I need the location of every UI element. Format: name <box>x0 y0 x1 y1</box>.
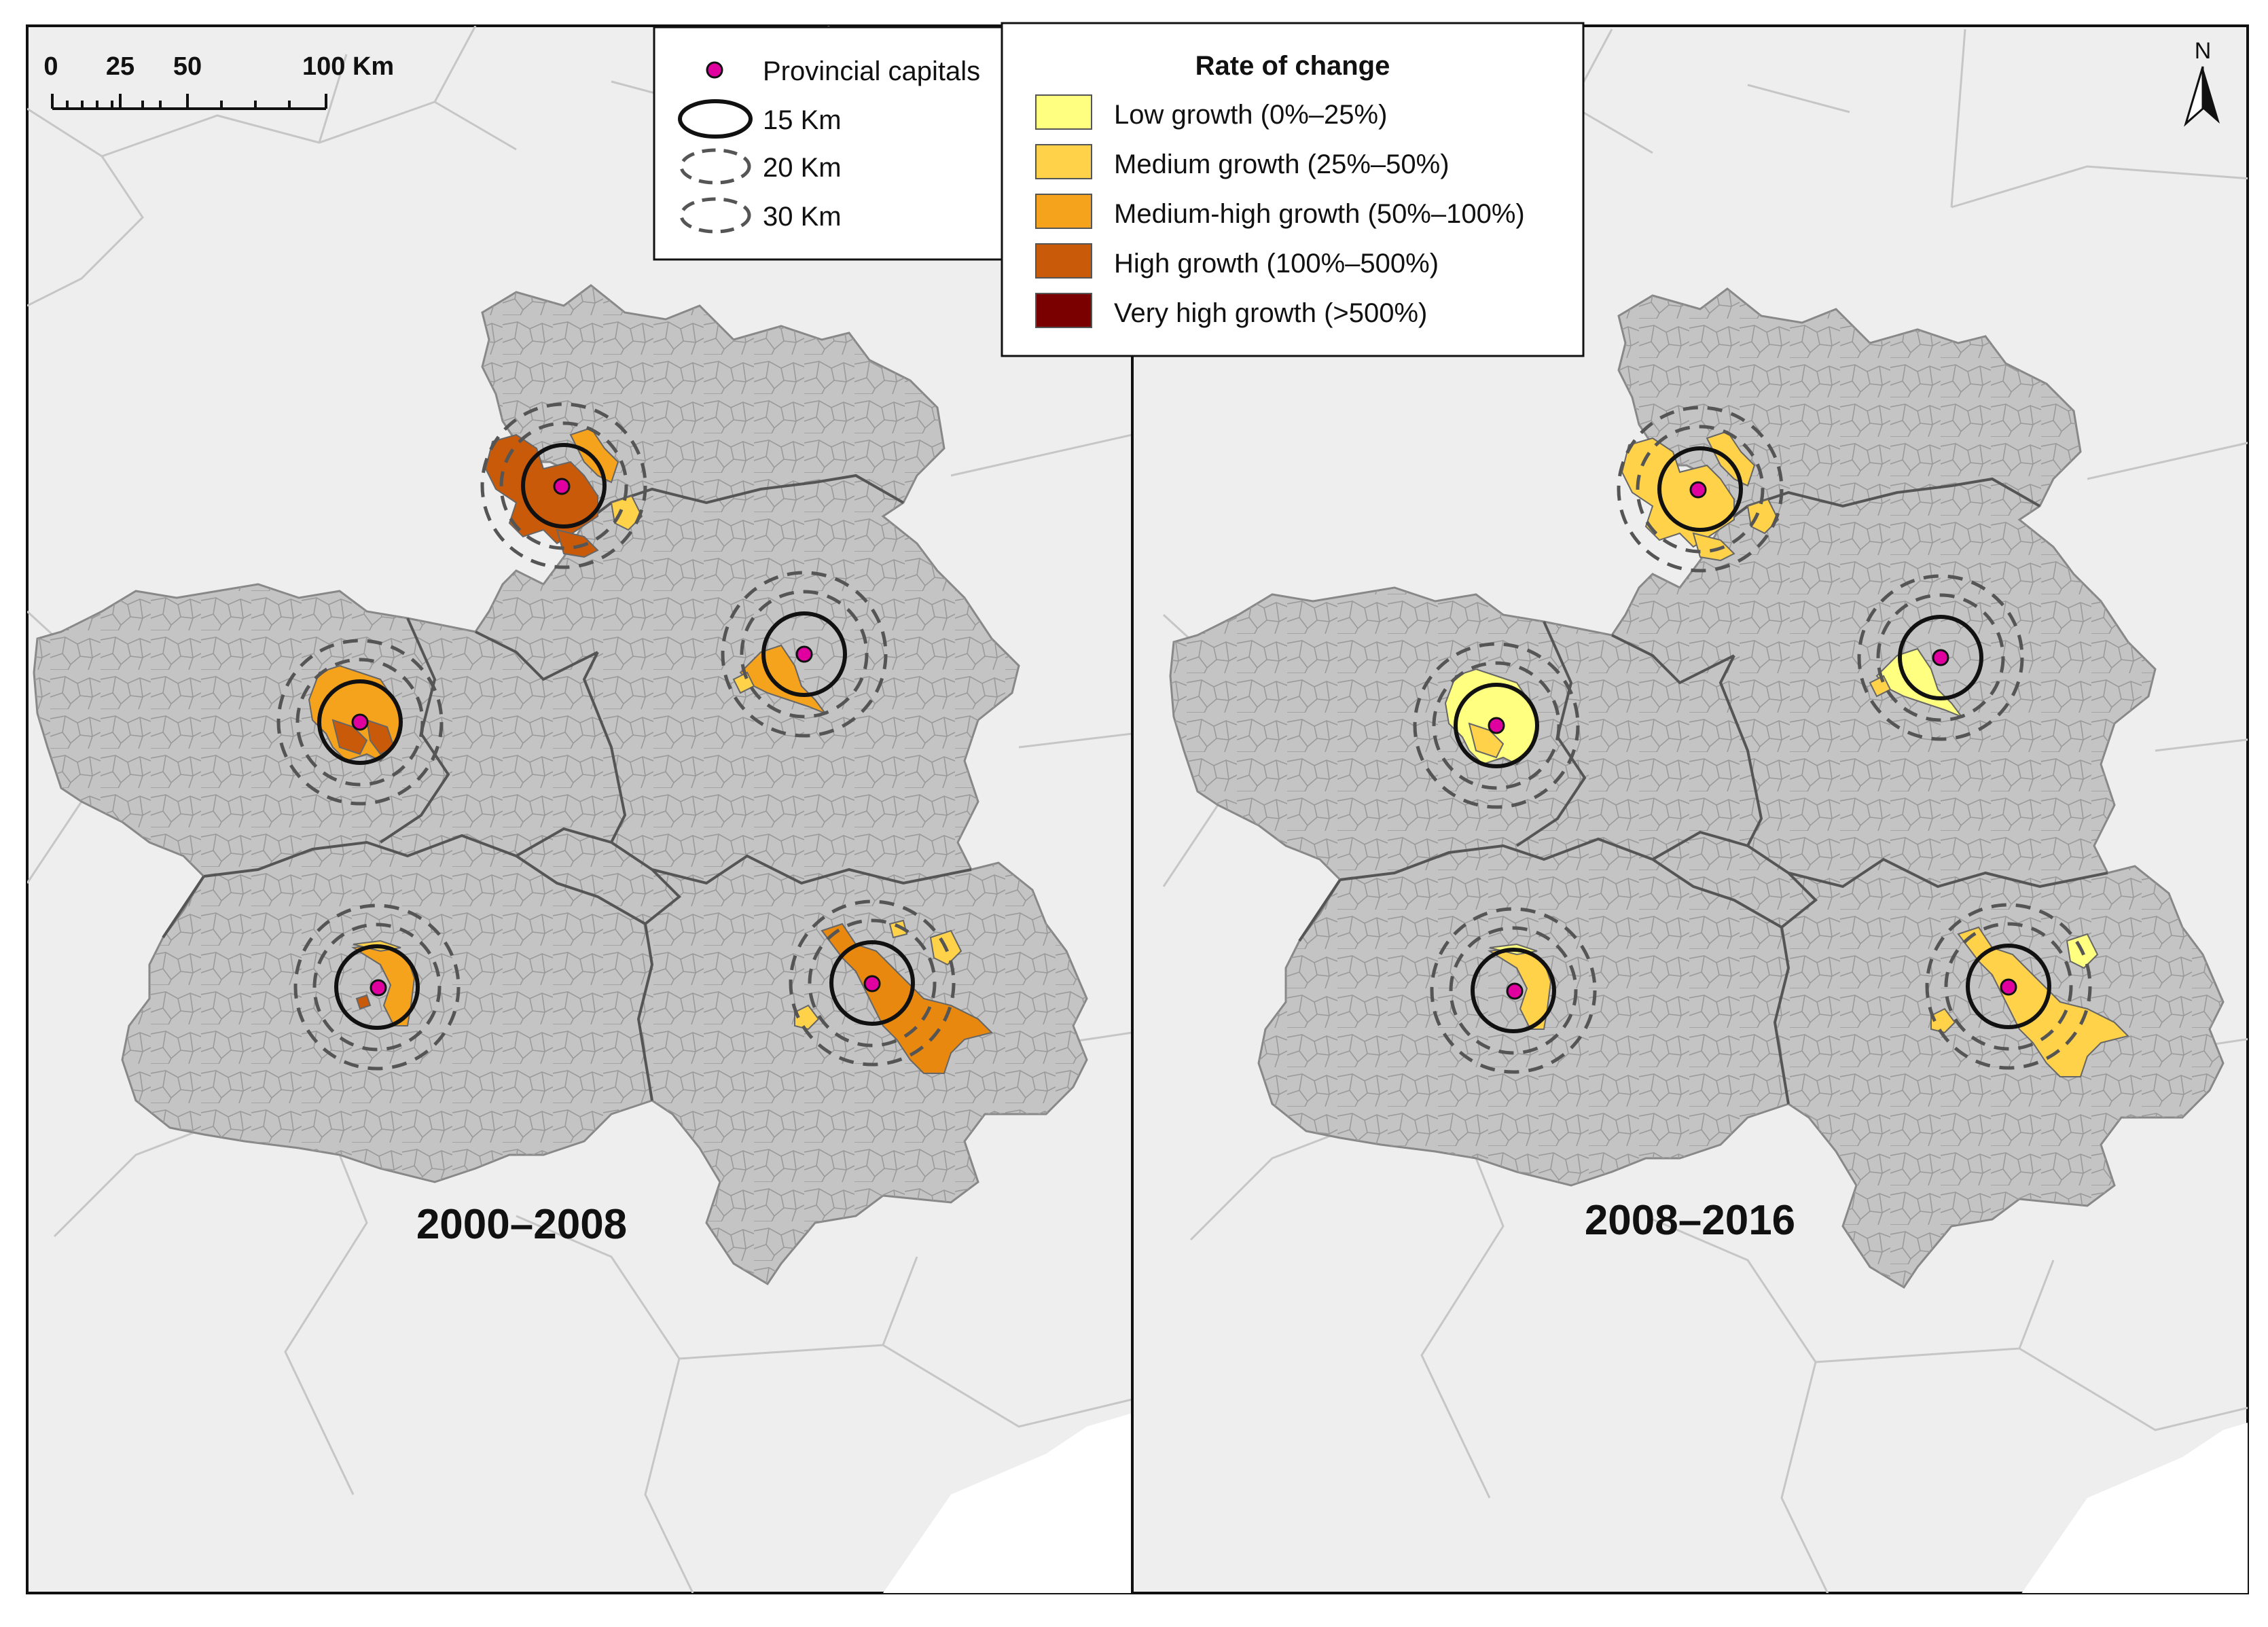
panel-map-content <box>27 26 1132 1593</box>
buffers-2000-2008 <box>276 402 956 1071</box>
panel-title-left: 2000–2008 <box>416 1201 627 1248</box>
capital-marker <box>2000 978 2017 996</box>
legend-buffer-label: 20 Km <box>763 153 842 183</box>
buffer-20km-symbol <box>679 148 751 185</box>
legend-class-label: Very high growth (>500%) <box>1114 298 1427 328</box>
legend-class-label: Medium growth (25%–50%) <box>1114 149 1450 179</box>
capital-marker <box>1488 717 1505 734</box>
capital-marker <box>1506 982 1524 1000</box>
scale-bar: 0 25 50 100 Km <box>43 52 394 110</box>
buffer-15km-symbol <box>678 99 753 139</box>
legend-swatch <box>1035 243 1092 279</box>
legend-class-label: Low growth (0%–25%) <box>1114 100 1387 130</box>
growth-areas-2008-2016 <box>1444 430 2129 1077</box>
capital-legend-symbol <box>706 61 723 79</box>
map-panel-2008-2016: 2008–2016 <box>1131 24 2249 1594</box>
legend-buffer-label: 15 Km <box>763 105 842 135</box>
capital-marker <box>553 478 571 495</box>
buffers-2008-2016 <box>1413 406 2092 1074</box>
legend-title: Rate of change <box>1195 51 1390 81</box>
capital-marker <box>370 979 387 997</box>
legend-buffer-label: 30 Km <box>763 202 842 232</box>
legend-capitals-label: Provincial capitals <box>763 56 980 86</box>
panel-title-right: 2008–2016 <box>1585 1197 1795 1244</box>
capital-marker <box>863 975 881 993</box>
north-arrow-icon: N <box>2184 38 2220 127</box>
legend-rate-of-change: Rate of change Low growth (0%–25%) Mediu… <box>1001 22 1585 357</box>
panel-map-content <box>1162 29 2248 1593</box>
north-label: N <box>2195 38 2212 64</box>
capital-marker <box>1932 649 1949 666</box>
legend-class-label: High growth (100%–500%) <box>1114 249 1439 279</box>
legend-swatch <box>1035 194 1092 229</box>
buffer-30km-symbol <box>679 197 751 234</box>
legend-capitals: Provincial capitals 15 Km 20 Km 30 Km <box>653 26 1003 261</box>
legend-swatch <box>1035 144 1092 179</box>
scale-tick-label: 25 <box>106 52 134 81</box>
capital-marker <box>351 713 369 731</box>
capital-marker <box>1689 481 1707 499</box>
legend-class-label: Medium-high growth (50%–100%) <box>1114 199 1525 229</box>
legend-swatch <box>1035 293 1092 328</box>
scale-tick-label: 0 <box>43 52 58 81</box>
map-panel-2000-2008: 2000–2008 <box>26 24 1134 1594</box>
region-castilla-la-mancha <box>1169 287 2225 1289</box>
scale-tick-label: 100 Km <box>302 52 394 81</box>
scale-tick-label: 50 <box>173 52 202 81</box>
region-castilla-la-mancha <box>33 284 1088 1286</box>
legend-swatch <box>1035 94 1092 130</box>
capital-marker <box>795 645 813 663</box>
